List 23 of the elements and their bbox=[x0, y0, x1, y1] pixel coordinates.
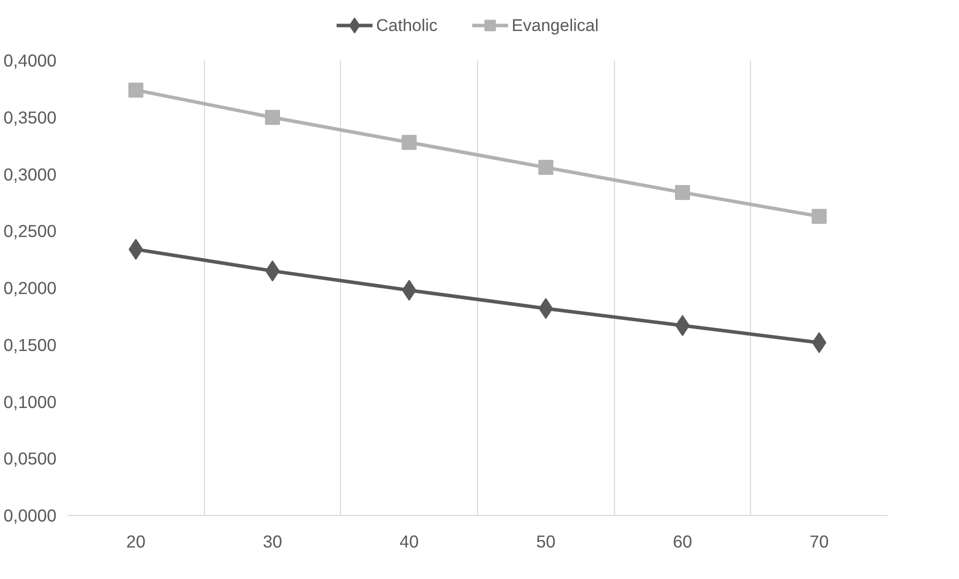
legend-label: Evangelical bbox=[512, 16, 599, 35]
y-tick-label: 0,3500 bbox=[4, 107, 56, 128]
y-tick-label: 0,2000 bbox=[4, 278, 56, 298]
point bbox=[402, 134, 417, 150]
y-tick-label: 0,1500 bbox=[4, 334, 56, 355]
point bbox=[538, 160, 554, 175]
point bbox=[675, 184, 690, 200]
y-tick-label: 0,4000 bbox=[4, 50, 56, 70]
point bbox=[812, 208, 827, 224]
x-tick-label: 30 bbox=[262, 532, 282, 552]
y-tick-label: 0,0500 bbox=[4, 448, 56, 469]
x-tick-label: 20 bbox=[126, 532, 146, 552]
y-tick-label: 0,0000 bbox=[4, 506, 56, 526]
x-tick-label: 60 bbox=[672, 532, 692, 552]
y-tick-label: 0,1000 bbox=[4, 392, 56, 412]
x-tick-label: 70 bbox=[810, 532, 829, 552]
point bbox=[128, 82, 144, 98]
y-tick-label: 0,2500 bbox=[4, 221, 56, 242]
x-tick-label: 40 bbox=[400, 532, 419, 552]
legend-label: Catholic bbox=[376, 16, 438, 35]
x-tick-label: 50 bbox=[536, 532, 556, 552]
point bbox=[265, 110, 280, 125]
y-tick-label: 0,3000 bbox=[4, 164, 56, 184]
